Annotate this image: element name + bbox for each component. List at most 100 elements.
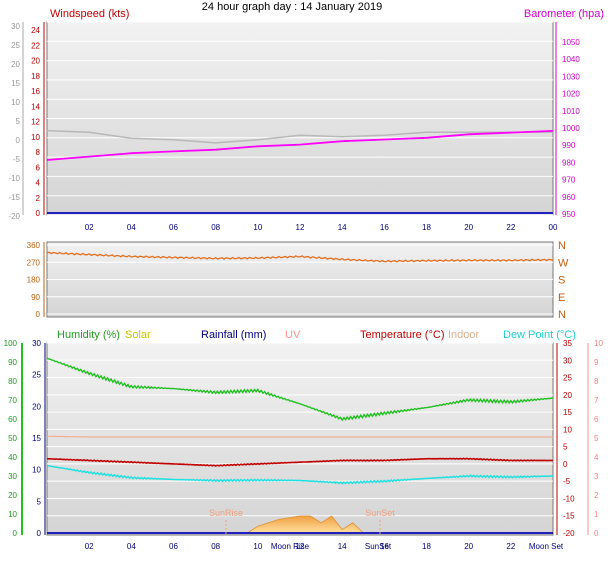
top-x-tick: 06 [169, 223, 178, 232]
windspeed-outer-tick: 0 [16, 136, 21, 145]
temperature-tick: -20 [563, 529, 575, 538]
sunrise-label: SunRise [209, 508, 243, 518]
top-x-tick: 20 [464, 223, 473, 232]
top-x-tick: 14 [338, 223, 347, 232]
windspeed-outer-tick: 20 [11, 60, 20, 69]
rainfall-tick: 0 [37, 529, 42, 538]
rainfall-tick: 10 [32, 466, 41, 475]
top-x-tick: 10 [253, 223, 262, 232]
wind-direction-line [46, 251, 554, 263]
top-x-tick: 18 [422, 223, 431, 232]
uv-tick: 2 [594, 491, 599, 500]
windspeed-tick: 12 [31, 118, 40, 127]
top-panel-series [46, 129, 554, 214]
humidity-tick: 60 [8, 415, 17, 424]
barometer-tick: 980 [562, 158, 576, 167]
bottom-x-tick: 14 [338, 542, 347, 551]
windspeed-tick: 0 [36, 209, 41, 218]
humidity-label: Humidity (%) [57, 329, 120, 341]
mid-panel-series [46, 251, 554, 263]
windspeed-outer-tick: -10 [8, 174, 20, 183]
barometer-tick: 1000 [562, 124, 580, 133]
temperature-tick: 0 [563, 460, 568, 469]
rainfall-tick: 20 [32, 402, 41, 411]
rainfall-tick: 30 [32, 339, 41, 348]
uv-tick: 10 [594, 339, 603, 348]
bottom-panel-axes: 1009080706050403020100302520151050353025… [4, 339, 604, 551]
bottom-panel-bg [46, 342, 554, 536]
top-x-tick: 22 [506, 223, 515, 232]
temperature-tick: 30 [563, 356, 572, 365]
humidity-tick: 100 [4, 339, 18, 348]
humidity-tick: 20 [8, 491, 17, 500]
temperature-tick: 35 [563, 339, 572, 348]
rainfall-tick: 25 [32, 371, 41, 380]
rainfall-tick: 15 [32, 434, 41, 443]
uv-tick: 4 [594, 453, 599, 462]
top-panel-axes: 302520151050-5-10-15-2024222018161412108… [8, 22, 580, 232]
uv-tick: 9 [594, 358, 599, 367]
temperature-line [46, 457, 554, 467]
rainfall-tick: 5 [37, 497, 42, 506]
direction-degree-tick: 360 [27, 241, 41, 250]
indoor-line [47, 435, 553, 438]
barometer-tick: 1010 [562, 107, 580, 116]
direction-degree-tick: 0 [36, 310, 41, 319]
bottom-x-tick: 08 [211, 542, 220, 551]
top-x-tick: 08 [211, 223, 220, 232]
direction-compass-tick: W [558, 257, 569, 269]
direction-degree-tick: 180 [27, 276, 41, 285]
temperature-tick: 10 [563, 425, 572, 434]
barometer-tick: 950 [562, 210, 576, 219]
graph-title: 24 hour graph day : 14 January 2019 [202, 1, 382, 13]
windspeed-outer-tick: 25 [11, 41, 20, 50]
humidity-tick: 40 [8, 453, 17, 462]
humidity-line [46, 357, 554, 422]
windspeed-tick: 4 [36, 179, 41, 188]
bottom-x-tick: 22 [506, 542, 515, 551]
humidity-tick: 10 [8, 510, 17, 519]
windspeed-outer-tick: -20 [8, 212, 20, 221]
temperature-tick: 20 [563, 391, 572, 400]
barometer-tick: 990 [562, 141, 576, 150]
bottom-x-tick: 20 [464, 542, 473, 551]
bottom-panel-series [46, 357, 554, 534]
barometer-tick: 1030 [562, 72, 580, 81]
windspeed-tick: 14 [31, 102, 40, 111]
bottom-x-tick: 16 [380, 542, 389, 551]
barometer-tick: 970 [562, 176, 576, 185]
direction-compass-tick: N [558, 309, 566, 321]
top-x-tick: 04 [127, 223, 136, 232]
windspeed-tick: 20 [31, 57, 40, 66]
humidity-tick: 90 [8, 358, 17, 367]
windspeed-outer-tick: 30 [11, 22, 20, 31]
bottom-x-tick: 02 [85, 542, 94, 551]
top-x-tick: 16 [380, 223, 389, 232]
temperature-tick: -10 [563, 494, 575, 503]
mid-panel-grid [47, 244, 553, 315]
barometer-tick: 960 [562, 193, 576, 202]
solar-area [245, 515, 365, 534]
windspeed-tick: 8 [36, 148, 41, 157]
moon-rise-label: Moon Rise [271, 542, 310, 551]
top-x-tick: 00 [549, 223, 558, 232]
uv-tick: 6 [594, 415, 599, 424]
temperature-tick: 15 [563, 408, 572, 417]
uv-tick: 5 [594, 434, 599, 443]
windspeed-label: Windspeed (kts) [50, 8, 129, 20]
uv-tick: 8 [594, 377, 599, 386]
temperature-tick: 25 [563, 374, 572, 383]
barometer-line [46, 130, 554, 161]
humidity-tick: 50 [8, 434, 17, 443]
windspeed-tick: 24 [31, 26, 40, 35]
temperature-tick: -15 [563, 512, 575, 521]
top-x-tick: 12 [296, 223, 305, 232]
rainfall-label: Rainfall (mm) [201, 329, 266, 341]
temperature-tick: -5 [563, 477, 571, 486]
windspeed-tick: 16 [31, 87, 40, 96]
windspeed-outer-tick: -15 [8, 193, 20, 202]
dewpoint-line [46, 464, 554, 485]
bottom-x-tick: 04 [127, 542, 136, 551]
humidity-tick: 30 [8, 472, 17, 481]
